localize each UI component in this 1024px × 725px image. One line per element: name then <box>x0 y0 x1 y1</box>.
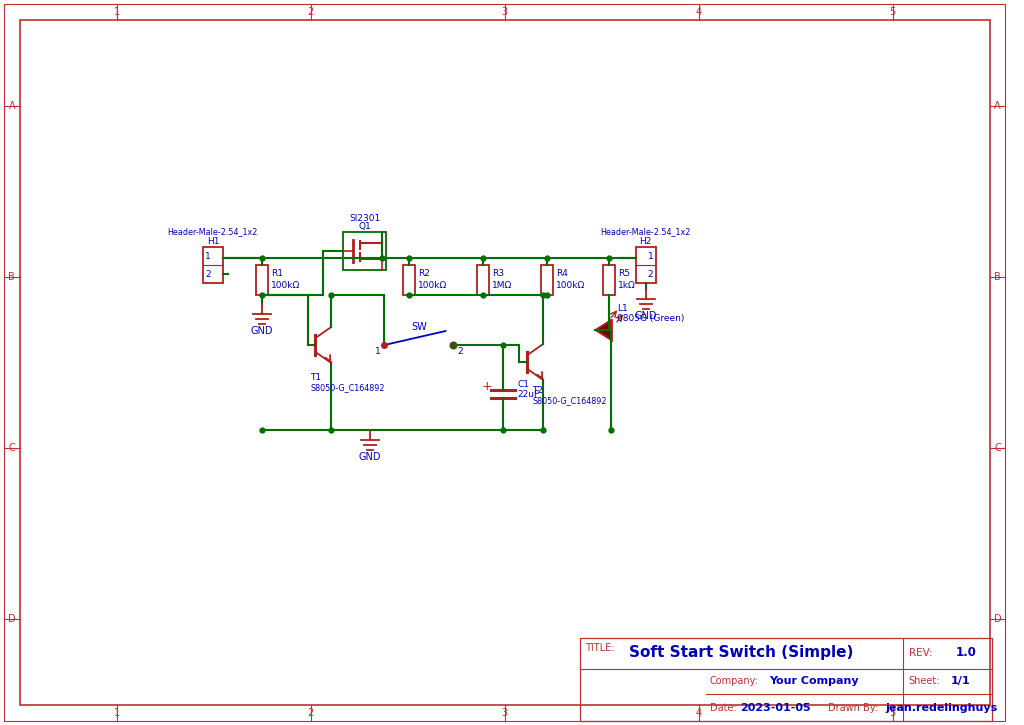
Text: R4: R4 <box>556 268 568 278</box>
Text: R3: R3 <box>492 268 504 278</box>
Text: R1: R1 <box>271 268 283 278</box>
Text: 2: 2 <box>205 270 211 278</box>
Text: TITLE:: TITLE: <box>585 643 614 653</box>
Bar <box>580 638 991 721</box>
Text: C1: C1 <box>517 379 529 389</box>
Bar <box>203 247 223 283</box>
Text: L1: L1 <box>617 304 628 312</box>
Text: Soft Start Switch (Simple): Soft Start Switch (Simple) <box>629 645 853 660</box>
Text: 1: 1 <box>205 252 211 260</box>
Text: S8050-G_C164892: S8050-G_C164892 <box>310 384 385 392</box>
Text: 22uF: 22uF <box>517 389 540 399</box>
Text: H2: H2 <box>639 236 652 246</box>
Text: SI2301: SI2301 <box>349 213 380 223</box>
Text: 2: 2 <box>307 708 313 718</box>
Polygon shape <box>595 320 611 340</box>
Text: R2: R2 <box>418 268 430 278</box>
Text: C: C <box>8 443 15 453</box>
Text: Header-Male-2.54_1x2: Header-Male-2.54_1x2 <box>168 228 258 236</box>
Text: 2: 2 <box>458 347 463 355</box>
Text: 1: 1 <box>375 347 381 355</box>
Text: Date:: Date: <box>710 703 736 713</box>
Text: 2: 2 <box>648 270 653 278</box>
Text: T1: T1 <box>310 373 322 381</box>
Text: 5: 5 <box>890 7 896 17</box>
Text: 1: 1 <box>114 708 120 718</box>
Text: 3: 3 <box>502 7 508 17</box>
Bar <box>636 247 655 283</box>
Text: Drawn By:: Drawn By: <box>828 703 878 713</box>
Text: GND: GND <box>635 311 657 321</box>
Text: C: C <box>994 443 1000 453</box>
Text: D: D <box>8 614 15 624</box>
Text: 1MΩ: 1MΩ <box>492 281 512 289</box>
Text: 1.0: 1.0 <box>956 647 977 660</box>
Text: A: A <box>8 101 15 111</box>
Text: 1: 1 <box>114 7 120 17</box>
Text: 5: 5 <box>890 708 896 718</box>
Text: 2023-01-05: 2023-01-05 <box>740 703 811 713</box>
Text: B: B <box>994 272 1000 282</box>
Bar <box>403 265 415 295</box>
Text: R5: R5 <box>618 268 630 278</box>
Text: GND: GND <box>251 326 273 336</box>
Bar <box>343 232 386 270</box>
Text: 100kΩ: 100kΩ <box>271 281 300 289</box>
Text: 100kΩ: 100kΩ <box>418 281 447 289</box>
Text: jean.redelinghuys: jean.redelinghuys <box>885 703 997 713</box>
Text: 4: 4 <box>695 7 701 17</box>
Text: H1: H1 <box>207 236 219 246</box>
Text: 1kΩ: 1kΩ <box>618 281 636 289</box>
Text: Company:: Company: <box>710 676 759 686</box>
Text: SW: SW <box>411 322 427 332</box>
Text: A: A <box>994 101 1000 111</box>
Bar <box>541 265 553 295</box>
Text: B: B <box>8 272 15 282</box>
Text: T2: T2 <box>532 386 544 394</box>
Text: 0805G (Green): 0805G (Green) <box>617 313 684 323</box>
Text: 1: 1 <box>648 252 653 260</box>
Text: 1/1: 1/1 <box>950 676 970 686</box>
Text: +: + <box>481 379 493 392</box>
Text: REV:: REV: <box>909 648 933 658</box>
Bar <box>603 265 615 295</box>
Text: 3: 3 <box>502 708 508 718</box>
Text: Your Company: Your Company <box>769 676 858 686</box>
Text: GND: GND <box>358 452 381 462</box>
Bar <box>256 265 268 295</box>
Text: 2: 2 <box>307 7 313 17</box>
Text: S8050-G_C164892: S8050-G_C164892 <box>532 397 607 405</box>
Text: Q1: Q1 <box>358 222 371 231</box>
Text: D: D <box>993 614 1001 624</box>
Bar <box>477 265 488 295</box>
Text: Sheet:: Sheet: <box>909 676 940 686</box>
Text: 4: 4 <box>695 708 701 718</box>
Text: 100kΩ: 100kΩ <box>556 281 585 289</box>
Text: Header-Male-2.54_1x2: Header-Male-2.54_1x2 <box>600 228 691 236</box>
